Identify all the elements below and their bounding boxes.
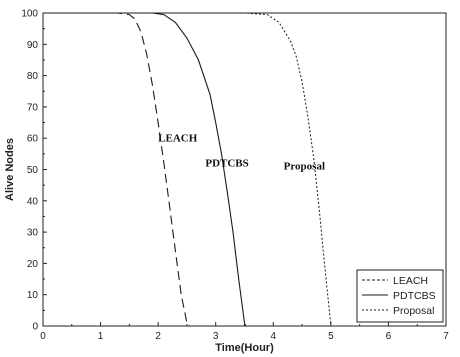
x-tick-label: 3 [213, 331, 219, 342]
x-axis-title: Time(Hour) [215, 342, 274, 354]
annotation-pdtcbs: PDTCBS [205, 157, 248, 169]
legend-label-proposal: Proposal [393, 305, 434, 317]
annotation-leach: LEACH [158, 132, 198, 144]
x-tick-label: 4 [271, 331, 277, 342]
legend-box [356, 269, 444, 323]
x-tick-label: 5 [328, 331, 334, 342]
y-tick-label: 80 [27, 71, 39, 82]
x-tick-label: 2 [155, 331, 161, 342]
y-tick-label: 90 [27, 40, 39, 51]
curve-annotations: LEACH PDTCBS Proposal [158, 132, 325, 172]
series-line-proposal [43, 12, 332, 327]
y-tick-label: 100 [21, 9, 38, 20]
y-tick-label: 20 [27, 259, 39, 270]
y-axis-title: Alive Nodes [4, 138, 16, 201]
axes: 0 1 2 3 4 5 6 70102030405060708090100Time(Hour)… [4, 9, 449, 355]
x-tick-label: 6 [386, 331, 392, 342]
y-tick-label: 40 [27, 196, 39, 207]
series-line-leach [43, 12, 191, 327]
legend-label-leach: LEACH [393, 275, 428, 287]
series-line-pdtcbs [43, 12, 247, 327]
y-tick-label: 10 [27, 290, 39, 301]
y-tick-label: 70 [27, 102, 39, 113]
x-tick-label: 1 [98, 331, 104, 342]
x-tick-label: 0 [40, 331, 46, 342]
y-tick-label: 0 [32, 322, 38, 333]
x-tick-label: 7 [443, 331, 449, 342]
y-tick-label: 50 [27, 165, 39, 176]
series-lines [43, 12, 332, 327]
y-tick-label: 60 [27, 134, 39, 145]
legend-label-pdtcbs: PDTCBS [393, 290, 436, 302]
annotation-proposal: Proposal [284, 161, 325, 173]
legend: LEACH PDTCBS Proposal [356, 269, 444, 323]
y-tick-label: 30 [27, 228, 39, 239]
